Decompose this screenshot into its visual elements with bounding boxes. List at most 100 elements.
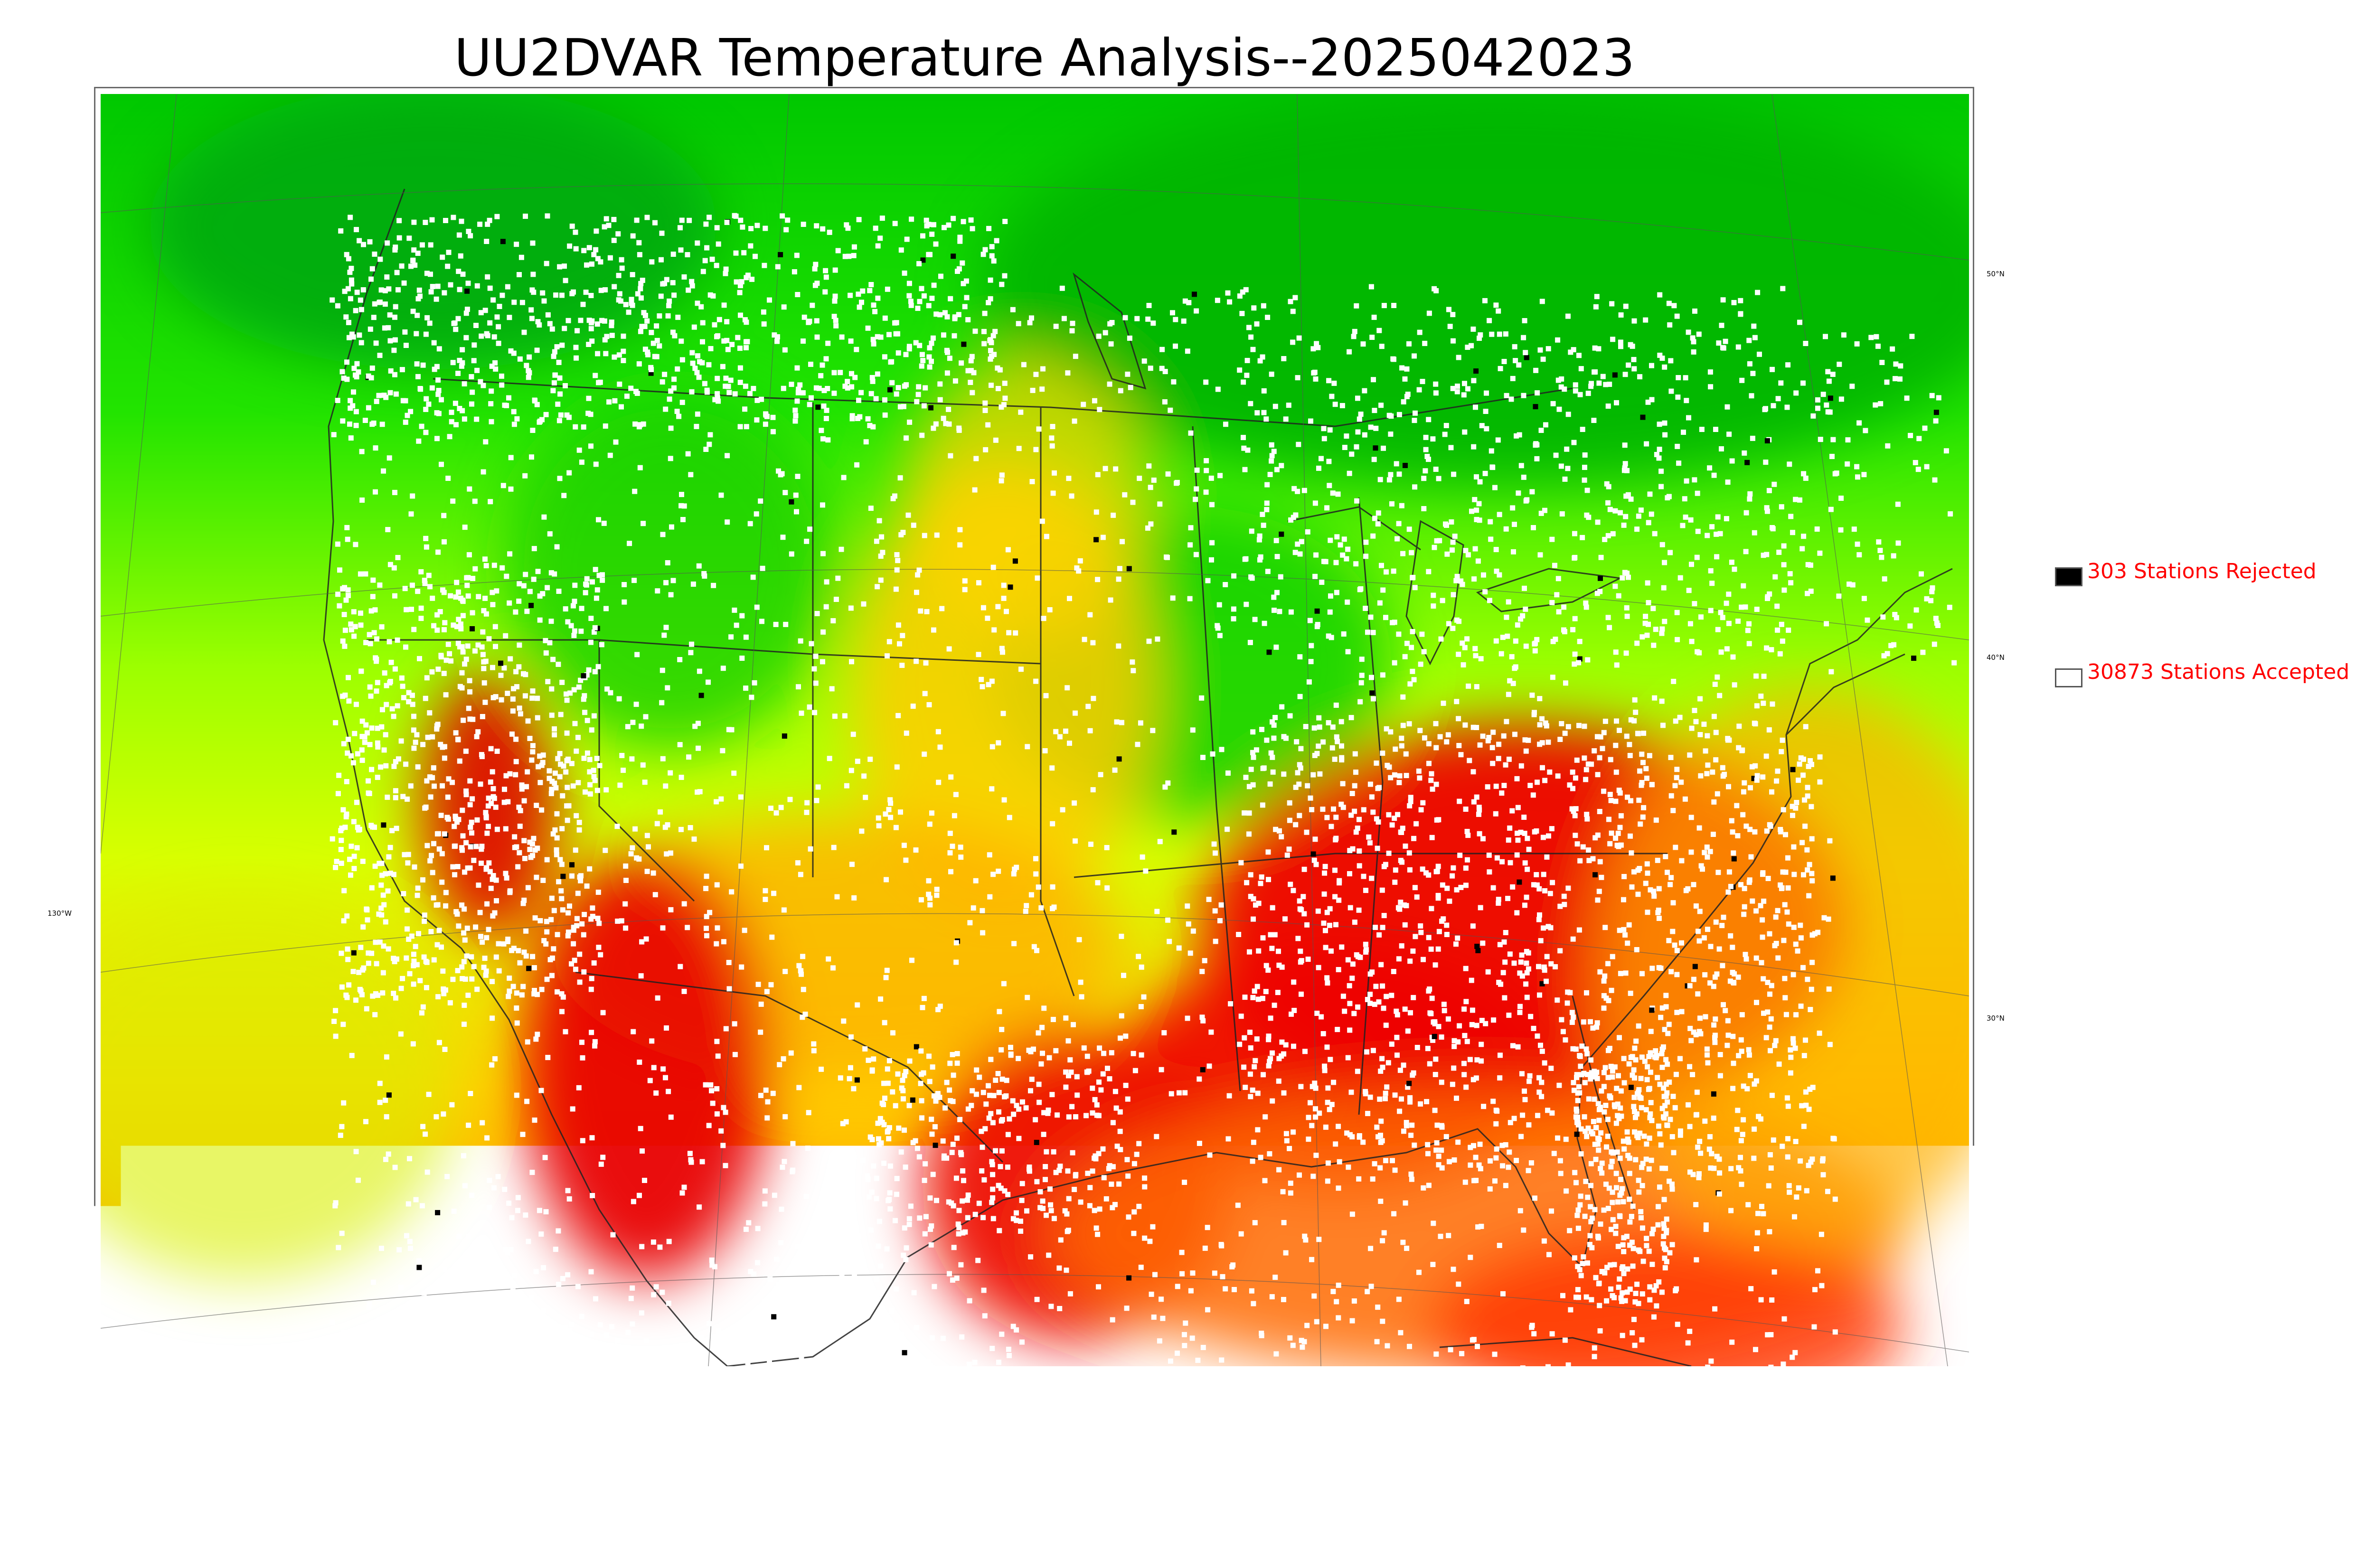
station-marker bbox=[1781, 562, 1787, 567]
station-marker bbox=[1662, 619, 1667, 624]
station-marker bbox=[1346, 1164, 1351, 1170]
station-marker bbox=[918, 1081, 923, 1086]
station-marker bbox=[612, 1361, 618, 1366]
station-marker bbox=[1417, 775, 1422, 780]
station-marker bbox=[894, 825, 899, 830]
station-marker bbox=[1380, 1065, 1385, 1070]
station-marker bbox=[1339, 757, 1344, 762]
station-marker bbox=[668, 456, 673, 461]
station-marker bbox=[1365, 629, 1370, 635]
station-marker bbox=[660, 1066, 666, 1071]
station-marker bbox=[1463, 807, 1469, 812]
station-marker bbox=[481, 666, 486, 671]
station-marker bbox=[1362, 432, 1367, 438]
station-marker bbox=[505, 284, 510, 290]
station-marker bbox=[551, 946, 556, 951]
station-marker bbox=[1351, 334, 1357, 339]
station-marker bbox=[899, 1332, 904, 1337]
station-marker bbox=[1090, 1086, 1095, 1091]
station-marker bbox=[631, 578, 637, 583]
station-marker bbox=[1571, 347, 1576, 352]
station-marker bbox=[1622, 1080, 1627, 1085]
station-marker bbox=[1098, 772, 1103, 777]
station-marker bbox=[1827, 986, 1832, 992]
station-marker bbox=[424, 960, 430, 965]
station-marker bbox=[1040, 366, 1046, 372]
station-marker bbox=[1487, 853, 1492, 858]
station-marker bbox=[635, 391, 640, 396]
station-marker bbox=[1014, 1327, 1019, 1333]
station-marker bbox=[654, 1284, 659, 1289]
station-marker bbox=[1255, 984, 1260, 989]
station-marker bbox=[1201, 1345, 1206, 1350]
station-marker bbox=[467, 716, 472, 722]
station-marker bbox=[1639, 1337, 1645, 1343]
station-marker bbox=[1052, 470, 1057, 476]
station-marker bbox=[612, 398, 617, 404]
station-marker bbox=[1430, 1262, 1435, 1267]
station-marker bbox=[703, 258, 708, 263]
station-marker bbox=[579, 1314, 584, 1319]
station-marker bbox=[1378, 477, 1383, 482]
station-marker bbox=[545, 857, 550, 863]
station-marker bbox=[630, 720, 635, 725]
station-marker bbox=[1618, 971, 1623, 976]
station-marker bbox=[876, 823, 882, 828]
station-marker bbox=[1947, 605, 1952, 610]
station-marker bbox=[1264, 963, 1269, 968]
station-marker bbox=[1676, 375, 1681, 380]
station-marker bbox=[669, 1115, 674, 1120]
station-marker bbox=[514, 242, 519, 247]
station-marker bbox=[1500, 1163, 1505, 1168]
station-marker bbox=[1524, 895, 1529, 900]
station-marker bbox=[1541, 925, 1546, 930]
station-marker bbox=[982, 1313, 988, 1318]
station-marker bbox=[839, 335, 845, 340]
station-marker bbox=[517, 272, 522, 277]
station-marker bbox=[1715, 870, 1721, 875]
station-marker bbox=[1446, 1233, 1451, 1238]
station-marker bbox=[348, 621, 353, 627]
station-marker bbox=[331, 1019, 337, 1024]
station-marker bbox=[452, 321, 457, 326]
station-marker bbox=[1584, 767, 1589, 772]
station-marker bbox=[763, 411, 768, 416]
station-marker bbox=[1592, 872, 1598, 877]
station-marker bbox=[513, 772, 518, 777]
station-marker bbox=[657, 313, 662, 319]
station-marker bbox=[530, 241, 536, 246]
station-marker bbox=[896, 385, 901, 390]
station-marker bbox=[514, 759, 519, 764]
station-marker bbox=[596, 517, 601, 522]
station-marker bbox=[1529, 489, 1535, 494]
station-marker bbox=[1068, 1291, 1073, 1296]
station-marker bbox=[898, 809, 903, 815]
station-marker bbox=[664, 625, 669, 630]
station-marker bbox=[1775, 628, 1780, 633]
station-marker bbox=[379, 861, 385, 866]
station-marker bbox=[895, 713, 901, 718]
station-marker bbox=[460, 670, 465, 676]
station-marker bbox=[431, 895, 436, 901]
station-marker bbox=[1414, 894, 1420, 900]
station-marker bbox=[1770, 702, 1775, 707]
station-marker bbox=[1225, 291, 1231, 296]
station-marker bbox=[1702, 1118, 1707, 1124]
station-marker bbox=[1877, 548, 1883, 553]
station-marker bbox=[1589, 761, 1594, 767]
station-marker bbox=[1525, 836, 1530, 841]
station-marker bbox=[579, 921, 584, 927]
station-marker bbox=[344, 525, 349, 530]
station-marker bbox=[343, 628, 348, 633]
station-marker bbox=[983, 408, 988, 413]
station-marker bbox=[422, 1290, 427, 1296]
station-marker bbox=[374, 399, 379, 404]
station-marker bbox=[818, 373, 823, 378]
station-marker bbox=[1627, 1197, 1632, 1202]
station-marker bbox=[396, 1313, 401, 1318]
station-marker bbox=[1270, 1294, 1275, 1299]
station-marker bbox=[478, 910, 483, 915]
station-marker bbox=[1713, 975, 1718, 980]
station-marker bbox=[1755, 1211, 1761, 1216]
station-marker bbox=[1200, 1018, 1206, 1023]
